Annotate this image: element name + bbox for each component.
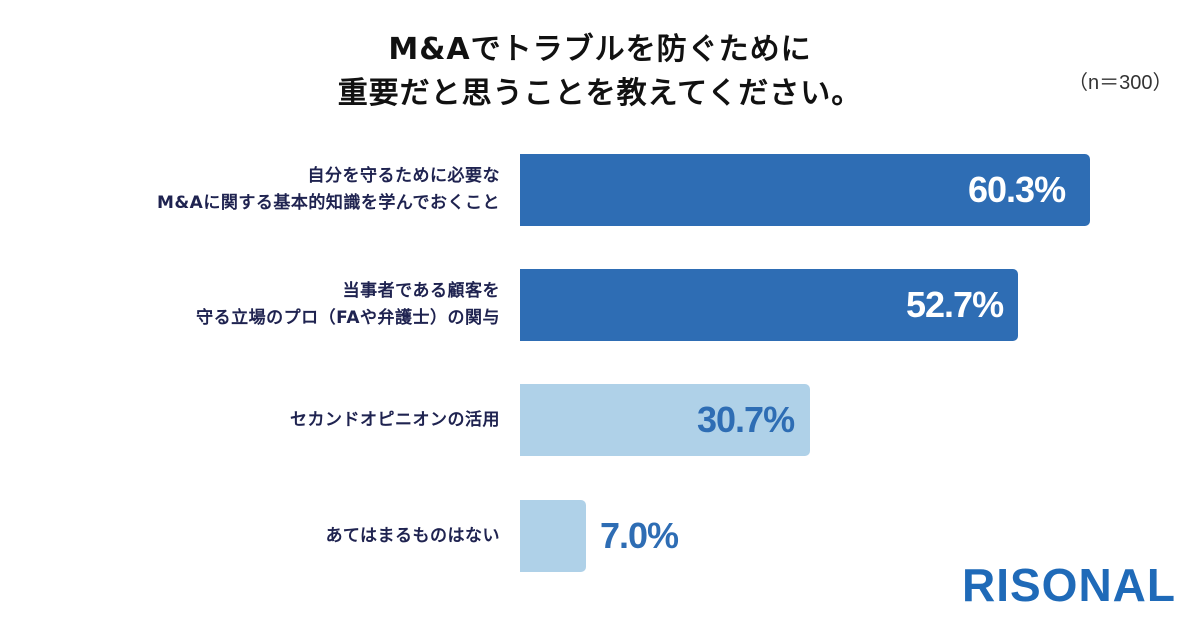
bar-value: 7.0% [600, 515, 679, 556]
sample-size: （n＝300） [1068, 72, 1173, 94]
bar [520, 384, 810, 456]
chart-title: M&Aでトラブルを防ぐために 重要だと思うことを教えてください。 [0, 28, 1200, 116]
bar-row: 当事者である顧客を 守る立場のプロ（FAや弁護士）の関与 52.7% [0, 269, 1200, 341]
bar-row: 自分を守るために必要な M&Aに関する基本的知識を学んでおくこと 60.3% [0, 154, 1200, 226]
bar [520, 269, 1018, 341]
risonal-logo: RISONAL [962, 559, 1176, 611]
bar-value: 52.7% [906, 284, 1004, 325]
bar-value: 60.3% [968, 169, 1066, 210]
bar-label: 自分を守るために必要な M&Aに関する基本的知識を学んでおくこと [156, 166, 500, 213]
bar-row: セカンドオピニオンの活用 30.7% [0, 384, 1200, 456]
bar [520, 154, 1090, 226]
bar-label: 当事者である顧客を 守る立場のプロ（FAや弁護士）の関与 [196, 281, 500, 328]
bar [520, 500, 586, 572]
bar-value: 30.7% [697, 399, 795, 440]
bar-label: あてはまるものはない [325, 525, 500, 546]
chart-title-line1: M&Aでトラブルを防ぐために [388, 32, 812, 67]
bar-label: セカンドオピニオンの活用 [290, 409, 500, 430]
chart-title-line2: 重要だと思うことを教えてください。 [337, 76, 863, 111]
bar-row: あてはまるものはない 7.0% [0, 500, 1200, 572]
